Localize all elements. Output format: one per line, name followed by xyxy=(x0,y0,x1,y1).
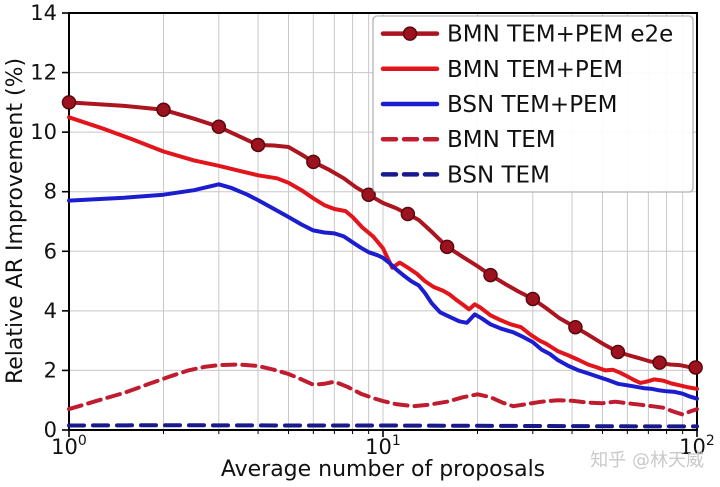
legend-entry: BSN TEM+PEM xyxy=(380,92,617,118)
x-tick-label: 101 xyxy=(365,433,401,459)
legend-label: BSN TEM xyxy=(447,162,550,188)
data-marker xyxy=(439,239,455,255)
series-line-bmn-tem-pem xyxy=(67,115,699,391)
series-lines xyxy=(61,95,703,429)
data-marker xyxy=(483,267,498,283)
x-tick-label: 100 xyxy=(51,433,87,459)
data-marker xyxy=(525,291,541,307)
watermark: 知乎 @林天威 xyxy=(590,450,704,471)
y-tick-label: 8 xyxy=(44,180,57,204)
series-bmn-tem xyxy=(67,362,699,417)
data-marker xyxy=(306,154,321,170)
legend-entry: BSN TEM xyxy=(380,162,550,188)
series-line-bsn-tem-pem xyxy=(67,182,699,401)
series-line-bmn-tem xyxy=(67,362,699,417)
y-tick-label: 10 xyxy=(30,120,57,144)
data-marker xyxy=(211,119,227,135)
y-tick-label: 4 xyxy=(44,299,57,323)
series-line-bsn-tem xyxy=(67,423,699,429)
data-marker xyxy=(156,102,171,118)
series-bmn-tem-pem xyxy=(67,115,699,391)
series-bsn-tem xyxy=(67,423,699,429)
y-tick-label: 2 xyxy=(44,358,57,382)
legend: BMN TEM+PEM e2e BMN TEM+PEM BSN TEM+PEM BMN… xyxy=(372,15,694,193)
y-tick-label: 14 xyxy=(30,1,57,25)
y-axis-label: Relative AR Improvement (%) xyxy=(3,58,28,384)
legend-label: BMN TEM+PEM e2e xyxy=(447,22,673,48)
data-marker xyxy=(361,187,376,202)
x-tick-label: 102 xyxy=(679,433,715,459)
axes: 0 2 4 6 8 10 12 14 100 101 102 xyxy=(30,1,715,459)
data-marker xyxy=(400,206,416,222)
legend-label: BMN TEM xyxy=(447,127,556,153)
legend-box xyxy=(372,15,694,193)
data-marker xyxy=(61,95,77,110)
series-bsn-tem-pem xyxy=(67,182,699,401)
data-marker xyxy=(250,137,266,153)
legend-label: BSN TEM+PEM xyxy=(447,92,617,118)
legend-entry: BMN TEM xyxy=(380,127,556,153)
y-tick-label: 0 xyxy=(44,418,57,442)
y-tick-label: 6 xyxy=(44,239,57,263)
legend-entry: BMN TEM+PEM xyxy=(380,57,623,83)
series-bmn-tem-pem-e2e xyxy=(61,95,703,375)
data-marker xyxy=(688,360,703,375)
data-marker xyxy=(568,319,583,335)
x-axis-label: Average number of proposals xyxy=(221,457,545,482)
data-marker xyxy=(610,344,626,360)
legend-label: BMN TEM+PEM xyxy=(447,57,623,83)
legend-marker-sample xyxy=(402,26,418,41)
y-tick-label: 12 xyxy=(30,61,57,85)
data-marker xyxy=(652,355,667,370)
legend-entry: BMN TEM+PEM e2e xyxy=(380,22,673,48)
